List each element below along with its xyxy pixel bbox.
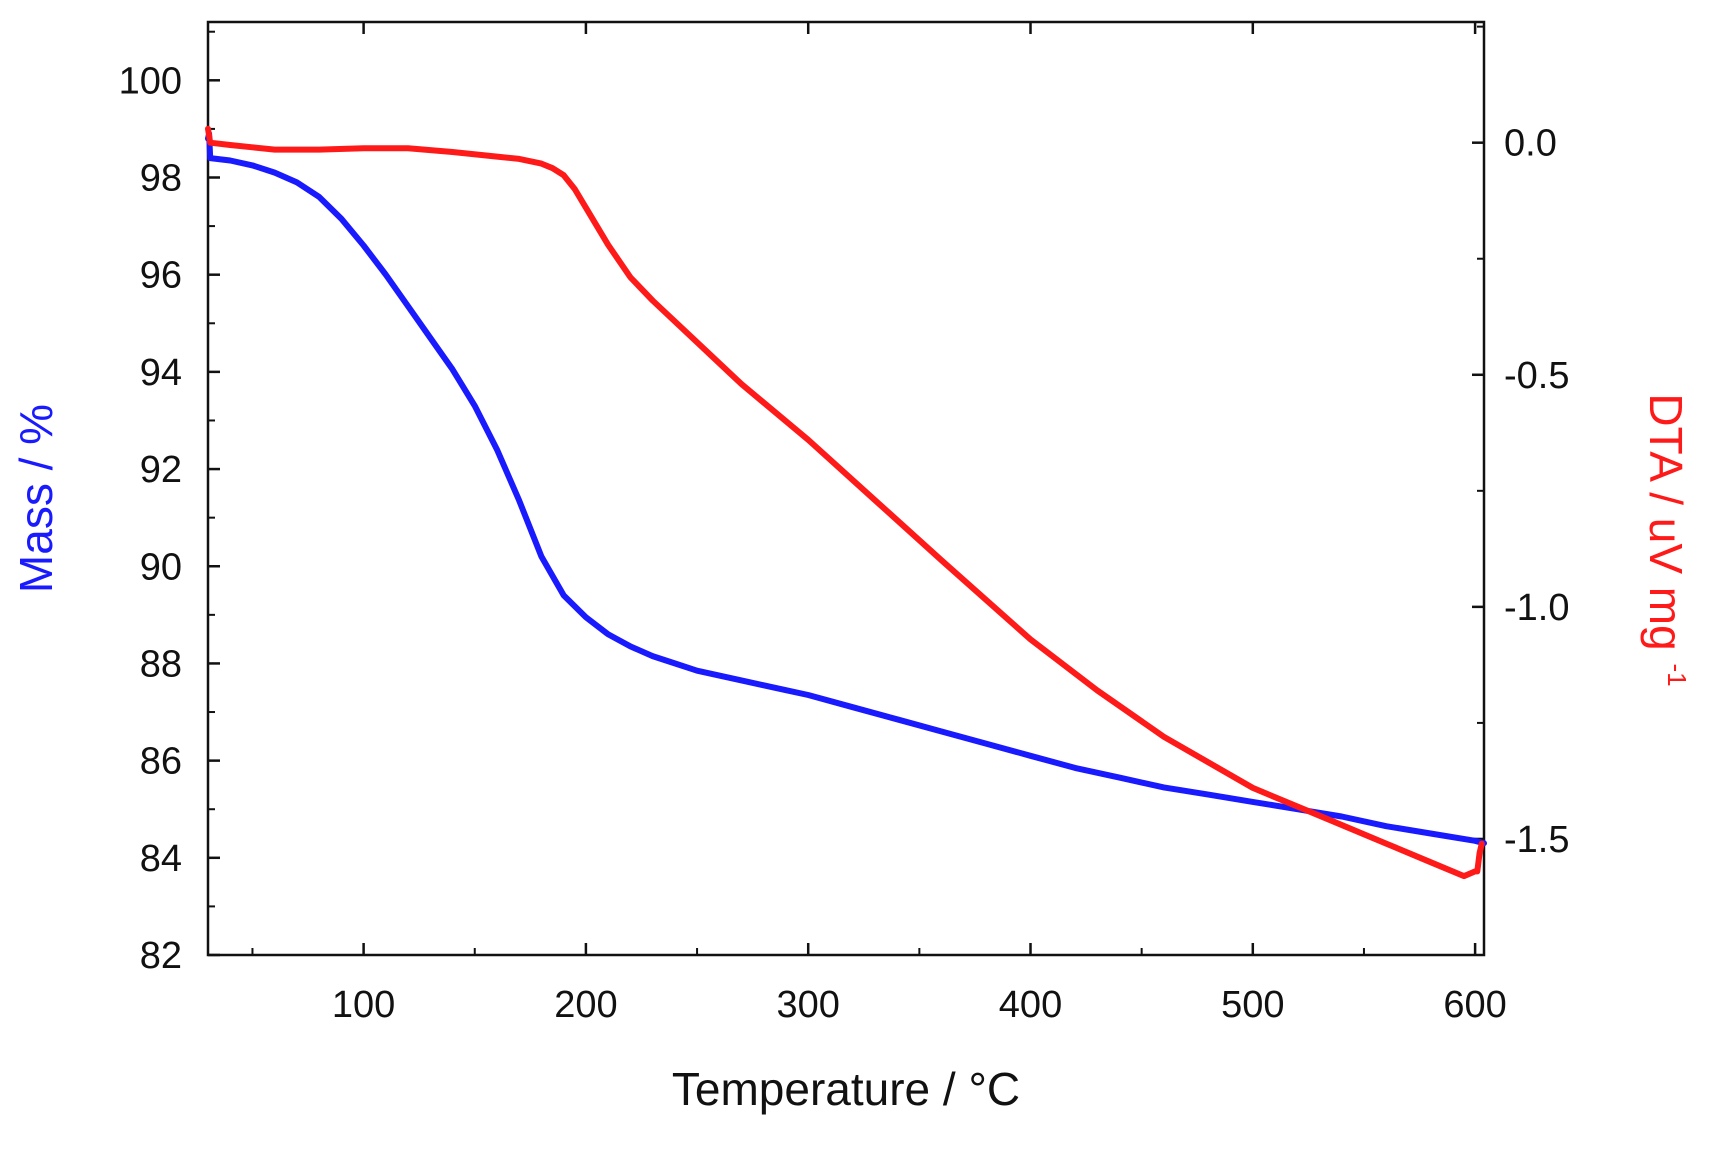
y-right-axis-ticks: 0.0 -0.5 -1.0 -1.5	[1472, 25, 1569, 956]
x-axis-title: Temperature / °C	[672, 1063, 1020, 1115]
y-right-axis-title: DTA / uV mg -1	[1640, 393, 1692, 686]
x-tick-label: 200	[554, 984, 617, 1026]
y-right-tick-label: 0.0	[1504, 123, 1557, 165]
y-left-tick-label: 86	[140, 741, 182, 783]
y-left-axis-title: Mass / %	[10, 404, 62, 593]
plot-area: 100 200 300 400 500 600 82 84 86 88 90 92 94 96 98 100…	[119, 20, 1569, 1026]
y-left-tick-label: 82	[140, 935, 182, 977]
plot-frame	[206, 20, 1486, 957]
y-left-axis-ticks: 82 84 86 88 90 92 94 96 98 100	[119, 30, 220, 977]
mass-series-line	[205, 130, 1487, 847]
y-left-tick-label: 88	[140, 643, 182, 685]
y-left-tick-label: 100	[119, 60, 182, 102]
x-tick-label: 300	[777, 984, 840, 1026]
y-left-tick-label: 96	[140, 255, 182, 297]
y-left-tick-label: 90	[140, 546, 182, 588]
y-left-tick-label: 98	[140, 158, 182, 200]
x-axis-ticks: 100 200 300 400 500 600	[251, 22, 1507, 1026]
x-tick-label: 400	[999, 984, 1062, 1026]
series-layer	[205, 125, 1487, 880]
y-right-tick-label: -1.0	[1504, 587, 1569, 629]
y-left-tick-label: 92	[140, 449, 182, 491]
x-tick-label: 500	[1221, 984, 1284, 1026]
y-right-tick-label: -1.5	[1504, 819, 1569, 861]
x-tick-label: 100	[332, 984, 395, 1026]
dta-series-line	[205, 125, 1485, 880]
x-tick-label: 600	[1443, 984, 1506, 1026]
y-left-tick-label: 84	[140, 838, 182, 880]
y-right-tick-label: -0.5	[1504, 355, 1569, 397]
y-left-tick-label: 94	[140, 352, 182, 394]
y-right-axis-title-superscript: -1	[1662, 664, 1692, 687]
y-right-axis-title-main: DTA / uV mg	[1640, 393, 1692, 650]
